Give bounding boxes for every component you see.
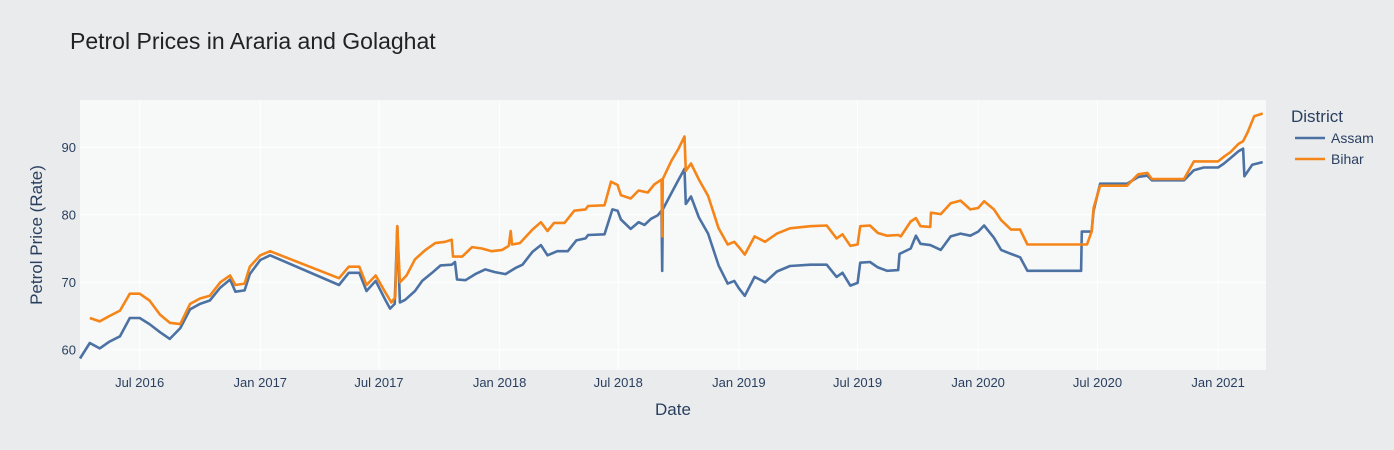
series-line-bihar[interactable] bbox=[89, 112, 1264, 326]
y-axis-ticks: 60 70 80 90 bbox=[62, 140, 76, 358]
y-tick-label: 60 bbox=[62, 342, 76, 357]
legend-label: Bihar bbox=[1331, 151, 1364, 167]
x-tick-label: Jul 2017 bbox=[354, 375, 403, 390]
legend-items[interactable]: Assam Bihar bbox=[1295, 130, 1374, 167]
y-tick-label: 90 bbox=[62, 140, 76, 155]
x-tick-label: Jan 2020 bbox=[951, 375, 1005, 390]
legend-item-assam[interactable]: Assam bbox=[1295, 130, 1374, 146]
grid bbox=[80, 100, 1266, 370]
legend-title: District bbox=[1291, 107, 1343, 126]
legend-item-bihar[interactable]: Bihar bbox=[1295, 151, 1364, 167]
x-tick-label: Jan 2017 bbox=[234, 375, 288, 390]
y-tick-label: 80 bbox=[62, 207, 76, 222]
x-tick-label: Jan 2019 bbox=[712, 375, 766, 390]
y-axis-title: Petrol Price (Rate) bbox=[27, 165, 46, 305]
x-tick-label: Jul 2016 bbox=[115, 375, 164, 390]
x-axis-ticks: Jul 2016 Jan 2017 Jul 2017 Jan 2018 Jul 2018… bbox=[115, 375, 1245, 390]
x-tick-label: Jul 2019 bbox=[833, 375, 882, 390]
x-tick-label: Jan 2018 bbox=[473, 375, 527, 390]
legend[interactable]: District Assam Bihar bbox=[1291, 107, 1374, 167]
series-lines bbox=[78, 112, 1264, 360]
x-axis-title: Date bbox=[655, 400, 691, 419]
series-line-assam[interactable] bbox=[78, 147, 1264, 360]
chart-title: Petrol Prices in Araria and Golaghat bbox=[70, 28, 436, 54]
x-tick-label: Jan 2021 bbox=[1191, 375, 1245, 390]
x-tick-label: Jul 2020 bbox=[1073, 375, 1122, 390]
legend-label: Assam bbox=[1331, 130, 1374, 146]
plot-area bbox=[80, 100, 1266, 370]
y-tick-label: 70 bbox=[62, 275, 76, 290]
x-tick-label: Jul 2018 bbox=[594, 375, 643, 390]
